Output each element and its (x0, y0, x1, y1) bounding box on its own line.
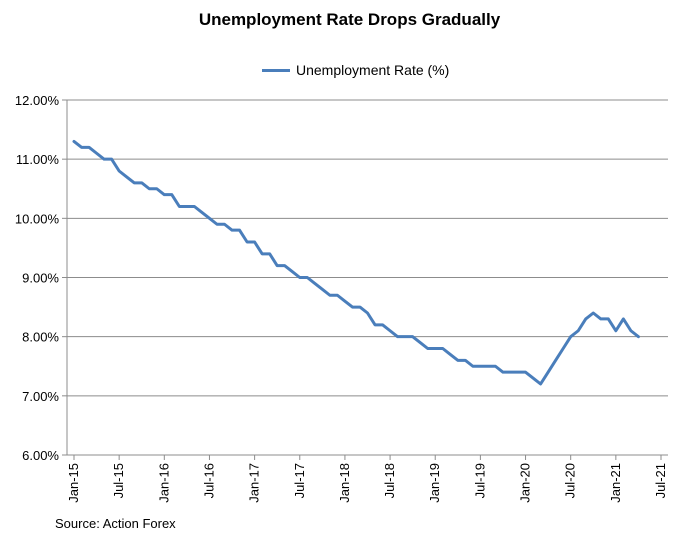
x-tick-label: Jan-18 (337, 463, 352, 503)
x-tick-label: Jul-20 (563, 463, 578, 498)
chart-legend: Unemployment Rate (%) (262, 61, 449, 79)
series-group (72, 139, 640, 386)
legend-line-swatch (262, 68, 290, 72)
y-axis-tick-labels: 6.00% 7.00% 8.00% 9.00% 10.00% 11.00% 12.00% (15, 93, 60, 463)
x-axis-tick-labels: Jan-15 Jul-15 Jan-16 Jul-16 Jan-17 Jul-17 Jan-… (66, 463, 668, 503)
y-tick-label: 7.00% (22, 389, 59, 404)
y-tick-label: 10.00% (15, 211, 60, 226)
axes (62, 99, 668, 460)
x-tick-label: Jul-19 (472, 463, 487, 498)
series-line-unemployment-rate (72, 139, 640, 386)
x-tick-label: Jul-15 (111, 463, 126, 498)
x-tick-label: Jul-17 (292, 463, 307, 498)
x-tick-label: Jul-21 (653, 463, 668, 498)
x-tick-label: Jul-18 (382, 463, 397, 498)
x-tick-label: Jan-20 (518, 463, 533, 503)
source-note: Source: Action Forex (55, 516, 176, 531)
y-tick-label: 8.00% (22, 330, 59, 345)
gridlines (67, 99, 668, 397)
x-tick-label: Jan-16 (156, 463, 171, 503)
x-tick-label: Jan-17 (247, 463, 262, 503)
legend-label: Unemployment Rate (%) (296, 62, 450, 78)
y-tick-label: 6.00% (22, 448, 59, 463)
y-tick-label: 12.00% (15, 93, 60, 108)
x-tick-label: Jul-16 (201, 463, 216, 498)
y-tick-label: 9.00% (22, 271, 59, 286)
y-tick-label: 11.00% (16, 152, 60, 167)
x-tick-label: Jan-19 (427, 463, 442, 503)
chart-title: Unemployment Rate Drops Gradually (198, 10, 501, 29)
x-tick-label: Jan-21 (608, 463, 623, 503)
x-tick-label: Jan-15 (66, 463, 81, 503)
